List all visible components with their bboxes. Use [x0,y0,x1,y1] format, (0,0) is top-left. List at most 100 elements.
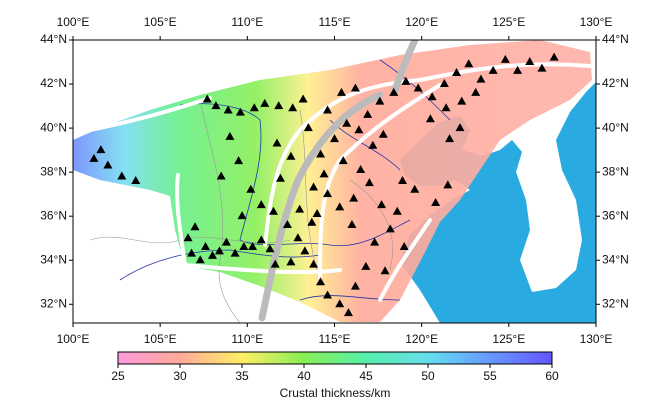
y-tick-label: 44°N [40,32,67,46]
station [363,109,373,118]
block-boundaries [88,62,592,302]
station [342,118,352,127]
station [309,259,319,268]
y-tick-label: 36°N [602,208,629,222]
station [356,164,366,173]
station [272,138,282,147]
y-tick-label: 34°N [602,252,629,266]
station [549,52,559,61]
y-tick-label: 38°N [40,164,67,178]
station [202,94,212,103]
x-tick-label: 100°E [57,15,90,29]
station [525,57,535,66]
station [455,123,465,132]
station [476,74,486,83]
station [234,156,244,165]
station [256,235,266,244]
station [370,237,380,246]
station [300,246,310,255]
station [293,233,303,242]
station [225,131,235,140]
station [117,171,127,180]
station [103,160,113,169]
station [237,211,247,220]
station [368,140,378,149]
station [316,149,326,158]
station [443,180,453,189]
station [488,65,498,74]
station [246,184,256,193]
station [303,123,313,132]
y-tick-label: 42°N [602,76,629,90]
station [500,54,510,63]
colorbar-tick-label: 35 [235,369,249,383]
station [221,237,231,246]
station [96,145,106,154]
station [457,96,467,105]
station [316,277,326,286]
station [190,222,200,231]
axes: 100°E 100°E 105°E 105°E 110°E 110°E 115°E 115°E… [40,15,629,346]
station [309,182,319,191]
x-tick-label: 110°E [231,15,263,29]
basemap [73,40,596,323]
station [268,206,278,215]
station [343,308,353,317]
station [335,299,345,308]
colorbar-tick-label: 25 [111,369,125,383]
station [401,76,411,85]
colorbar: 25 30 35 40 45 50 55 60 Crustal thickness/km [111,351,559,400]
station [380,266,390,275]
station [298,94,308,103]
colorbar-tick-label: 45 [359,369,373,383]
station [397,175,407,184]
station [471,87,481,96]
station [312,208,322,217]
station [274,101,284,110]
station [375,96,385,105]
station [361,261,371,270]
station [256,200,266,209]
station [427,92,437,101]
x-tick-label: 130°E [580,332,613,346]
colorbar-tick-label: 30 [173,369,187,383]
station [223,105,233,114]
station [378,129,388,138]
colorbar-label: Crustal thickness/km [280,386,391,400]
station [249,103,259,112]
x-tick-label: 105°E [144,15,177,29]
x-tick-label: 115°E [319,15,351,29]
station [464,59,474,68]
station [377,200,387,209]
station [350,281,360,290]
gravity-lineament [258,40,419,322]
station [288,103,298,112]
station [131,175,141,184]
station [200,242,210,251]
x-tick-label: 100°E [57,332,90,346]
stations [89,52,559,317]
station [431,197,441,206]
station [319,169,329,178]
y-tick-label: 42°N [40,76,67,90]
station [441,103,451,112]
station [282,219,292,228]
station [323,105,333,114]
station [275,173,285,182]
y-tick-label: 36°N [40,208,67,222]
y-tick-label: 34°N [40,252,67,266]
x-tick-label: 110°E [231,332,263,346]
station [354,125,364,134]
boundaries [89,99,393,323]
x-tick-label: 115°E [319,332,351,346]
y-tick-label: 44°N [602,32,629,46]
station [230,248,240,257]
station [385,224,395,233]
y-tick-label: 40°N [40,120,67,134]
station [350,83,360,92]
station [392,206,402,215]
station [295,204,305,213]
station [195,255,205,264]
station [513,65,523,74]
